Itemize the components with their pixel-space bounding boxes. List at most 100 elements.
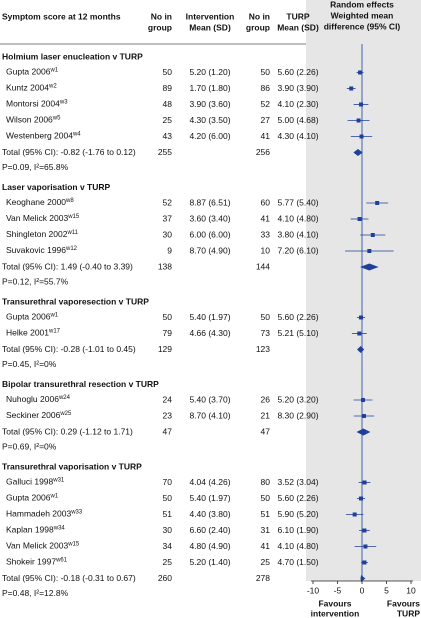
effect-marker — [362, 528, 367, 533]
intervention-mean: 3.90 (3.60) — [189, 99, 230, 109]
study-ref: w33 — [70, 509, 83, 515]
intervention-mean: 4.66 (4.30) — [189, 328, 230, 338]
header-text: Random effects — [330, 0, 394, 9]
n-turp: 21 — [261, 410, 271, 420]
effect-marker — [349, 86, 354, 91]
n-turp: 86 — [261, 83, 271, 93]
turp-mean: 8.30 (2.90) — [277, 410, 318, 420]
heterogeneity: P=0.09, I²=65.8% — [2, 162, 69, 172]
header-text: Intervention — [186, 11, 235, 21]
total-n-turp: 123 — [256, 344, 270, 354]
study-ref: w1 — [49, 67, 58, 73]
study-label: Suvakovic 1996w12 — [6, 245, 78, 255]
n-intervention: 37 — [163, 213, 173, 223]
intervention-mean: 4.40 (3.80) — [189, 509, 230, 519]
n-turp: 41 — [261, 541, 271, 551]
study-label: Kuntz 2004w2 — [6, 83, 57, 93]
turp-mean: 4.10 (4.80) — [277, 213, 318, 223]
intervention-mean: 3.60 (3.40) — [189, 213, 230, 223]
study-name: Seckiner 2006 — [6, 410, 61, 420]
study-name: Suvakovic 1996 — [6, 245, 66, 255]
group-title: Transurethral vaporisation v TURP — [2, 461, 142, 471]
total-label: Total (95% CI): -0.82 (-1.76 to 0.12) — [2, 147, 136, 157]
study-name: Westenberg 2004 — [6, 131, 73, 141]
intervention-mean: 5.20 (1.20) — [189, 67, 230, 77]
intervention-mean: 6.00 (6.00) — [189, 229, 230, 239]
effect-marker — [357, 331, 362, 336]
study-name: Kuntz 2004 — [6, 83, 49, 93]
study-label: Gupta 2006w1 — [6, 312, 59, 322]
n-turp: 33 — [261, 229, 271, 239]
study-name: Nuhoglu 2006 — [6, 394, 59, 404]
intervention-mean: 4.04 (4.26) — [189, 477, 230, 487]
intervention-mean: 1.70 (1.80) — [189, 83, 230, 93]
study-ref: w15 — [67, 541, 80, 547]
n-turp: 50 — [261, 312, 271, 322]
intervention-mean: 8.70 (4.90) — [189, 245, 230, 255]
favours-right: Favours — [387, 598, 420, 608]
study-ref: w12 — [65, 246, 78, 252]
study-ref: w3 — [59, 99, 68, 105]
intervention-mean: 4.80 (4.90) — [189, 541, 230, 551]
study-ref: w17 — [48, 328, 61, 334]
turp-mean: 5.00 (4.68) — [277, 115, 318, 125]
study-label: Westenberg 2004w4 — [6, 131, 81, 141]
study-name: Helke 2001 — [6, 328, 49, 338]
n-intervention: 30 — [163, 525, 173, 535]
n-turp: 25 — [261, 557, 271, 567]
n-intervention: 50 — [163, 67, 173, 77]
heterogeneity: P=0.69, I²=0% — [2, 441, 57, 451]
n-turp: 52 — [261, 99, 271, 109]
heterogeneity: P=0.48, I²=12.8% — [2, 588, 69, 598]
x-tick-label: -10 — [307, 585, 320, 595]
study-name: Kaplan 1998 — [6, 525, 54, 535]
study-label: Kaplan 1998w34 — [6, 525, 65, 535]
intervention-mean: 8.70 (4.10) — [189, 410, 230, 420]
study-ref: w5 — [52, 115, 61, 121]
study-ref: w24 — [58, 395, 71, 401]
study-ref: w1 — [49, 493, 58, 499]
turp-mean: 5.60 (2.26) — [277, 493, 318, 503]
effect-marker — [359, 496, 364, 501]
turp-mean: 5.60 (2.26) — [277, 67, 318, 77]
n-turp: 80 — [261, 477, 271, 487]
effect-marker — [356, 118, 361, 123]
turp-mean: 7.20 (6.10) — [277, 245, 318, 255]
study-ref: w1 — [49, 312, 58, 318]
study-name: Gupta 2006 — [6, 312, 51, 322]
effect-marker — [358, 70, 363, 75]
turp-mean: 4.70 (1.50) — [277, 557, 318, 567]
study-label: Keoghane 2000w8 — [6, 197, 74, 207]
summary-diamond — [357, 346, 365, 353]
header-text: Symptom score at 12 months — [2, 11, 121, 21]
n-intervention: 25 — [163, 115, 173, 125]
header-text: Weighted mean — [331, 10, 394, 20]
effect-marker — [360, 398, 365, 402]
effect-marker — [361, 414, 366, 418]
intervention-mean: 6.60 (2.40) — [189, 525, 230, 535]
n-intervention: 24 — [163, 394, 173, 404]
n-intervention: 52 — [163, 197, 173, 207]
effect-marker — [362, 480, 367, 485]
n-intervention: 48 — [163, 99, 173, 109]
effect-marker — [359, 134, 364, 139]
n-turp: 41 — [261, 213, 271, 223]
turp-mean: 5.90 (5.20) — [277, 509, 318, 519]
study-name: Hammadeh 2003 — [6, 509, 71, 519]
n-intervention: 50 — [163, 493, 173, 503]
header-text: group — [246, 22, 270, 32]
header-text: No in — [249, 11, 270, 21]
study-ref: w11 — [66, 230, 78, 236]
effect-marker — [362, 560, 367, 565]
turp-mean: 5.77 (5.40) — [277, 197, 318, 207]
effect-marker — [370, 233, 375, 237]
study-label: Gupta 2006w1 — [6, 67, 59, 77]
group-title: Holmium laser enucleation v TURP — [2, 51, 143, 61]
n-intervention: 30 — [163, 229, 173, 239]
study-ref: w61 — [55, 557, 68, 563]
effect-marker — [352, 512, 357, 517]
n-intervention: 43 — [163, 131, 173, 141]
x-tick-label: 0 — [360, 585, 365, 595]
n-intervention: 23 — [163, 410, 173, 420]
study-name: Shokeir 1997 — [6, 557, 56, 567]
